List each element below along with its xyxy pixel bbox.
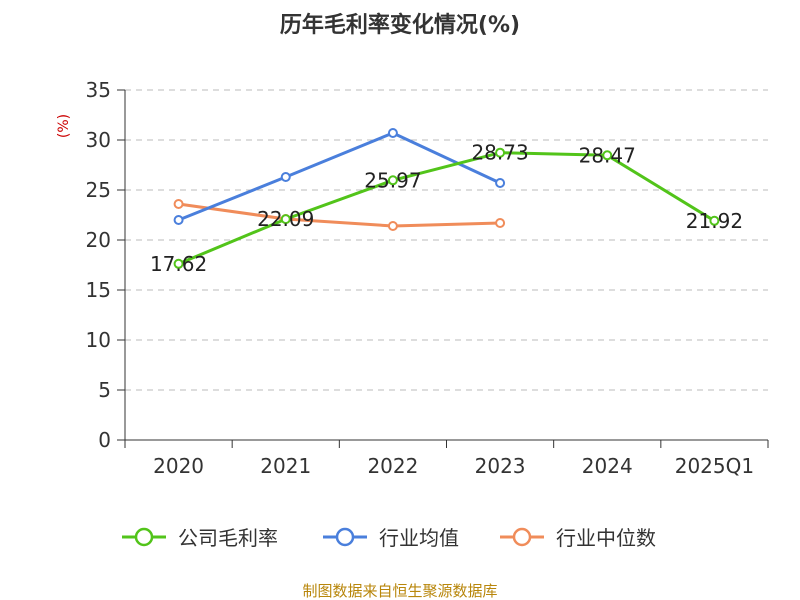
series-line: [178, 202, 501, 228]
y-tick-label: 15: [86, 278, 111, 302]
data-point: [280, 214, 291, 225]
y-tick-label: 0: [98, 428, 111, 452]
legend: 公司毛利率 行业均值 行业中位数: [122, 526, 656, 550]
data-point: [495, 147, 506, 158]
x-tick-label: 2025Q1: [675, 454, 754, 478]
axes: 0 5 10 15 20 25 30 35 2020 2021 2022 2023 2024 2025Q1: [86, 78, 769, 478]
y-tick-label: 25: [86, 178, 111, 202]
data-label: 28.47: [579, 143, 636, 167]
data-point: [173, 258, 184, 269]
data-point: [173, 199, 184, 209]
data-label: 22.09: [257, 207, 314, 231]
data-point: [709, 215, 720, 226]
legend-label: 行业均值: [379, 526, 459, 550]
x-tick-label: 2024: [582, 454, 633, 478]
data-point: [495, 178, 506, 188]
legend-label: 公司毛利率: [178, 526, 278, 550]
chart-title: 历年毛利率变化情况(%): [280, 12, 520, 38]
data-point: [173, 215, 184, 225]
y-tick-label: 20: [86, 228, 111, 252]
series-lines: [173, 128, 720, 269]
data-labels: 17.62 22.09 25.97 28.73 28.47 21.92: [150, 141, 743, 276]
data-point: [495, 218, 506, 228]
data-label: 28.73: [471, 141, 528, 165]
data-label: 25.97: [364, 168, 421, 192]
y-axis-unit: (%): [56, 114, 72, 138]
x-tick-label: 2023: [475, 454, 526, 478]
legend-swatch-marker: [335, 527, 355, 547]
legend-swatch-marker: [512, 527, 532, 547]
data-label: 17.62: [150, 252, 207, 276]
y-tick-label: 10: [86, 328, 111, 352]
data-point: [280, 172, 291, 182]
gridlines: [125, 89, 768, 391]
x-tick-label: 2020: [153, 454, 204, 478]
data-label: 21.92: [686, 209, 743, 233]
series-line: [178, 151, 716, 266]
data-point: [387, 221, 398, 231]
x-tick-label: 2021: [260, 454, 311, 478]
data-point: [387, 175, 398, 186]
data-point: [602, 150, 613, 161]
x-tick-label: 2022: [367, 454, 418, 478]
legend-swatch-marker: [134, 527, 154, 547]
y-tick-label: 5: [98, 378, 111, 402]
data-point: [387, 128, 398, 138]
y-tick-label: 30: [86, 128, 111, 152]
series-line: [178, 131, 501, 222]
y-tick-label: 35: [86, 78, 111, 102]
legend-label: 行业中位数: [556, 526, 656, 550]
source-note: 制图数据来自恒生聚源数据库: [302, 582, 497, 600]
